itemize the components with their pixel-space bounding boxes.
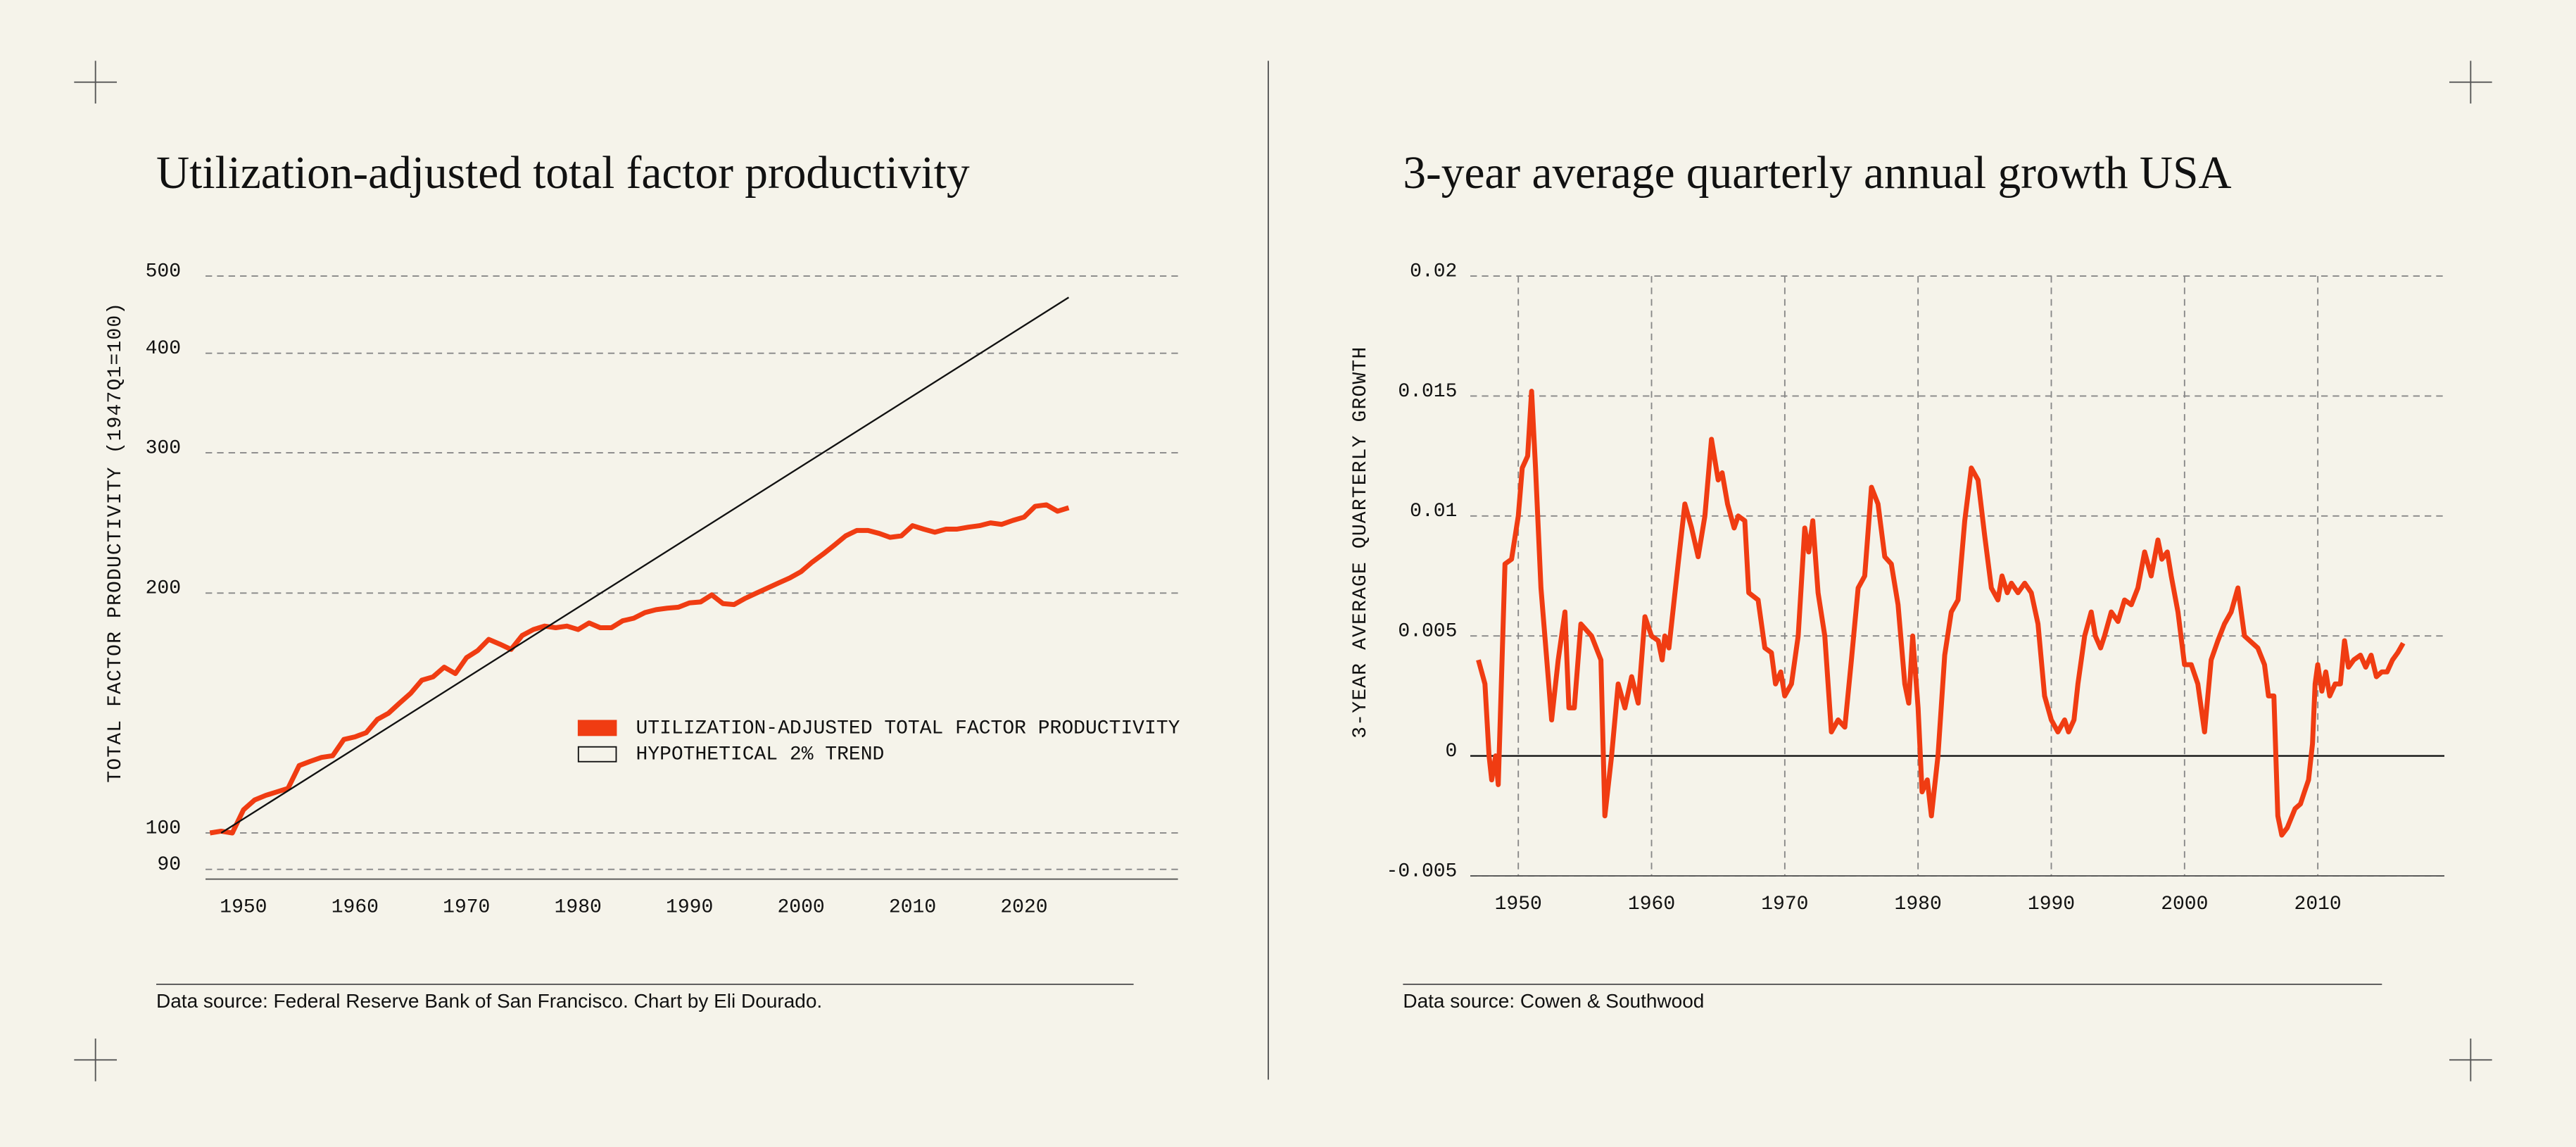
y-tick-label: 90 [157, 854, 181, 876]
x-tick-label: 1950 [1495, 894, 1542, 915]
x-tick-label: 1980 [1895, 894, 1942, 915]
source-note: Data source: Cowen & Southwood [1403, 990, 1704, 1012]
x-tick-label: 1970 [1761, 894, 1808, 915]
legend-label: UTILIZATION-ADJUSTED TOTAL FACTOR PRODUC… [636, 717, 1180, 739]
y-tick-label: 100 [146, 817, 181, 839]
y-tick-label: 0.01 [1410, 501, 1457, 522]
x-tick-label: 1980 [555, 897, 602, 919]
y-tick-label: 0 [1446, 741, 1458, 763]
corner-marks [74, 61, 2492, 1082]
x-tick-label: 2010 [889, 897, 936, 919]
x-tick-label: 1990 [2028, 894, 2075, 915]
y-tick-label: 500 [146, 261, 181, 282]
y-axis-label: 3-YEAR AVERAGE QUARTERLY GROWTH [1350, 346, 1372, 739]
chart-title: Utilization-adjusted total factor produc… [156, 148, 970, 199]
x-tick-label: 1960 [1628, 894, 1675, 915]
source-note: Data source: Federal Reserve Bank of San… [156, 990, 822, 1012]
x-tick-label: 1990 [666, 897, 713, 919]
legend-swatch [577, 746, 617, 763]
x-tick-label: 2000 [777, 897, 824, 919]
x-tick-label: 2010 [2294, 894, 2342, 915]
data-line [209, 502, 1070, 836]
x-tick-label: 1970 [443, 897, 490, 919]
y-tick-label: 0.005 [1398, 621, 1457, 643]
y-tick-label: 0.02 [1410, 261, 1457, 282]
x-tick-label: 2000 [2161, 894, 2208, 915]
legend-label: HYPOTHETICAL 2% TREND [636, 744, 884, 766]
x-tick-label: 2020 [1000, 897, 1047, 919]
data-line [1476, 389, 2406, 838]
legend-swatch [577, 720, 617, 737]
y-tick-label: -0.005 [1387, 860, 1458, 882]
x-tick-label: 1950 [220, 897, 267, 919]
data-line [220, 296, 1070, 834]
chart-title: 3-year average quarterly annual growth U… [1403, 148, 2231, 199]
y-tick-label: 400 [146, 338, 181, 360]
y-tick-label: 300 [146, 437, 181, 459]
y-tick-label: 200 [146, 578, 181, 600]
x-tick-label: 1960 [332, 897, 379, 919]
y-tick-label: 0.015 [1398, 381, 1457, 403]
y-axis-label: TOTAL FACTOR PRODUCTIVITY (1947Q1=100) [105, 302, 127, 783]
